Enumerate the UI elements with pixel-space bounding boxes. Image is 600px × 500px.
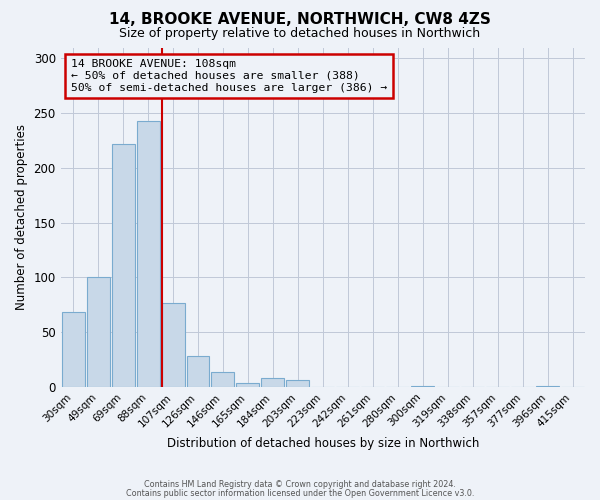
Text: 14 BROOKE AVENUE: 108sqm
← 50% of detached houses are smaller (388)
50% of semi-: 14 BROOKE AVENUE: 108sqm ← 50% of detach… (71, 60, 388, 92)
Bar (262, 378, 284, 387)
Y-axis label: Number of detached properties: Number of detached properties (15, 124, 28, 310)
Text: Contains HM Land Registry data © Crown copyright and database right 2024.: Contains HM Land Registry data © Crown c… (144, 480, 456, 489)
Bar (137, 121, 160, 387)
Text: Contains public sector information licensed under the Open Government Licence v3: Contains public sector information licen… (126, 489, 474, 498)
Bar (411, 386, 434, 387)
X-axis label: Distribution of detached houses by size in Northwich: Distribution of detached houses by size … (167, 437, 479, 450)
Bar (236, 382, 259, 387)
Bar (286, 380, 310, 387)
Bar (62, 312, 85, 387)
Bar (211, 372, 235, 387)
Bar (112, 144, 134, 387)
Text: Size of property relative to detached houses in Northwich: Size of property relative to detached ho… (119, 28, 481, 40)
Bar (161, 302, 185, 387)
Bar (187, 356, 209, 387)
Bar (86, 278, 110, 387)
Bar (536, 386, 559, 387)
Text: 14, BROOKE AVENUE, NORTHWICH, CW8 4ZS: 14, BROOKE AVENUE, NORTHWICH, CW8 4ZS (109, 12, 491, 28)
